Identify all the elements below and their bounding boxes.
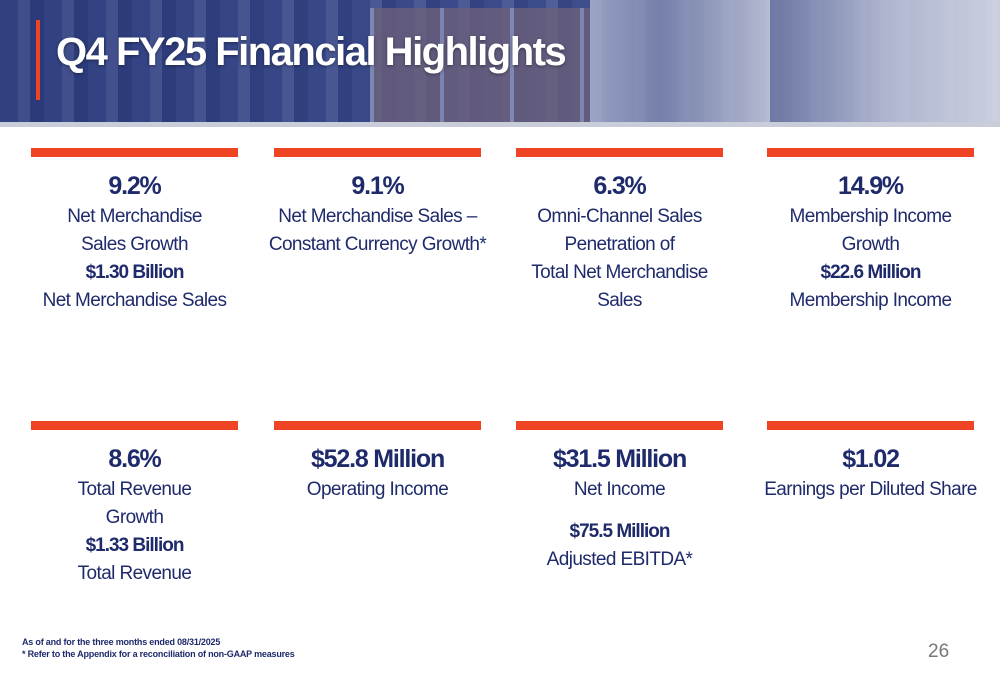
metric-label: Adjusted EBITDA* [546,549,693,570]
banner-image-aisle [590,0,770,122]
metric-value: $52.8 Million [310,445,445,473]
metric-label: Total Revenue [77,479,192,500]
metric-label: Earnings per Diluted Share [764,479,977,500]
metric-value: 6.3% [593,172,646,200]
title-accent-bar [36,20,40,100]
metric-label: Membership Income [789,290,953,311]
metric-value: 14.9% [838,172,904,200]
metric-card: 8.6% Total Revenue Growth $1.33 Billion Tota… [31,421,238,588]
metric-label: Sales Growth [81,234,188,255]
metric-card: 9.1% Net Merchandise Sales – Constant Curr… [269,148,487,259]
metric-label: Sales [597,290,642,311]
metric-label: Net Merchandise Sales – [278,206,477,227]
card-accent-bar [274,148,481,157]
card-accent-bar [767,421,974,430]
metric-card: 14.9% Membership Income Growth $22.6 Millio… [767,148,974,315]
metric-subvalue: $1.30 Billion [85,262,185,283]
metric-label: Growth [105,507,164,528]
header-banner: Q4 FY25 Financial Highlights [0,0,1000,122]
metric-label: Net Merchandise Sales [42,290,227,311]
metric-label: Growth [841,234,900,255]
metric-label: Net Merchandise [67,206,202,227]
metric-card: $31.5 Million Net Income $75.5 Million Adju… [516,421,723,574]
metric-card: 9.2% Net Merchandise Sales Growth $1.30 Bil… [31,148,238,315]
banner-image-warehouse [770,0,1000,122]
footnote-date: As of and for the three months ended 08/… [22,637,221,647]
metric-label: Penetration of [564,234,676,255]
metric-subvalue: $75.5 Million [569,521,671,542]
metric-label: Total Net Merchandise [531,262,708,283]
footnotes: As of and for the three months ended 08/… [22,636,295,660]
header-divider [0,122,1000,127]
metric-value: 8.6% [108,445,161,473]
metric-value: $1.02 [842,445,900,473]
card-accent-bar [31,421,238,430]
card-accent-bar [767,148,974,157]
metric-card: $52.8 Million Operating Income [274,421,481,504]
metric-subvalue: $22.6 Million [820,262,922,283]
metric-value: $31.5 Million [552,445,687,473]
metric-subvalue: $1.33 Billion [85,535,185,556]
card-accent-bar [516,421,723,430]
card-accent-bar [274,421,481,430]
card-accent-bar [31,148,238,157]
banner-image-freezers [370,8,590,122]
metric-label: Total Revenue [77,563,192,584]
page-title: Q4 FY25 Financial Highlights [56,30,567,74]
metric-label: Constant Currency Growth* [268,234,487,255]
metric-card: $1.02 Earnings per Diluted Share [764,421,977,504]
footnote-non-gaap: * Refer to the Appendix for a reconcilia… [22,649,295,659]
metric-label: Membership Income [789,206,953,227]
metric-label: Operating Income [306,479,449,500]
metric-label: Net Income [573,479,666,500]
metric-value: 9.1% [351,172,404,200]
metric-value: 9.2% [108,172,161,200]
page-number: 26 [928,641,950,662]
metric-label: Omni-Channel Sales [537,206,702,227]
metric-card: 6.3% Omni-Channel Sales Penetration of Tota… [516,148,723,315]
card-accent-bar [516,148,723,157]
